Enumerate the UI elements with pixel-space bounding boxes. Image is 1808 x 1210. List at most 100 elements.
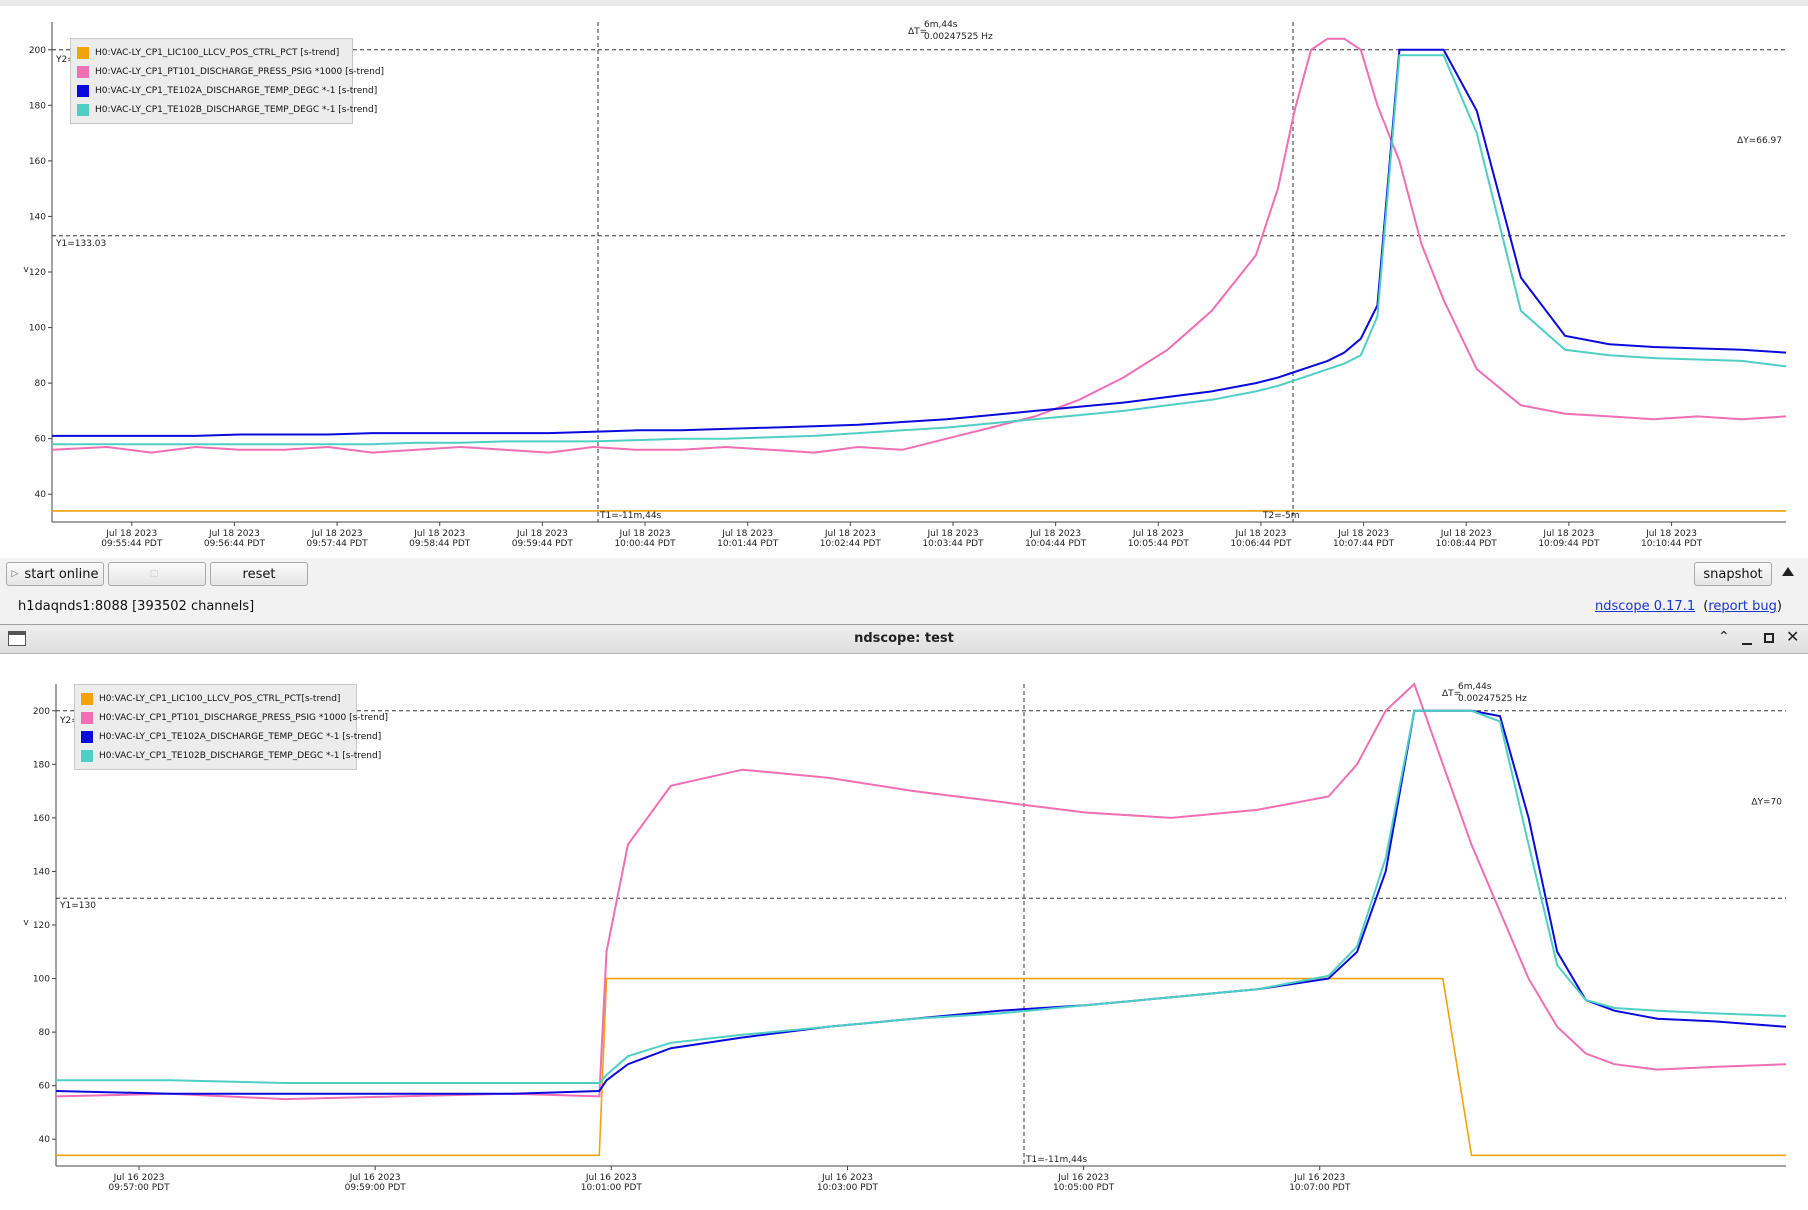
window-titlebar[interactable]: ndscope: test ⌃ ✕ — [0, 624, 1808, 654]
maximize-icon[interactable] — [1764, 633, 1774, 643]
chart-1-dy-label: ΔY=66.97 — [1737, 136, 1782, 146]
legend-swatch — [81, 749, 93, 762]
chart-2-ylabel: v — [23, 918, 29, 928]
chart-2-xtick-date: Jul 16 2023 — [113, 1173, 165, 1183]
chart-1-xtick-date: Jul 18 2023 — [516, 529, 568, 539]
legend-swatch — [81, 730, 93, 743]
chart-1-xtick-time: 09:55:44 PDT — [101, 539, 163, 549]
control-panel: ▷ start online □ reset snapshot h1daqnds… — [0, 558, 1808, 624]
legend-label: H0:VAC-LY_CP1_LIC100_LLCV_POS_CTRL_PCT[s… — [99, 693, 341, 704]
chart-1-xtick-date: Jul 18 2023 — [311, 529, 363, 539]
chart-1-xtick-date: Jul 18 2023 — [927, 529, 979, 539]
chart-1-dt-label: ΔT= — [908, 27, 927, 37]
reset-button[interactable]: reset — [210, 562, 308, 586]
legend-entry[interactable]: H0:VAC-LY_CP1_TE102B_DISCHARGE_TEMP_DEGC… — [77, 100, 377, 119]
chart-1-series-3-line — [52, 48, 1787, 437]
chart-2-xtick-time: 10:03:00 PDT — [817, 1183, 879, 1193]
legend-entry[interactable]: H0:VAC-LY_CP1_TE102A_DISCHARGE_TEMP_DEGC… — [77, 81, 377, 100]
chart-1-xtick-time: 10:07:44 PDT — [1333, 539, 1395, 549]
legend-entry[interactable]: H0:VAC-LY_CP1_TE102A_DISCHARGE_TEMP_DEGC… — [81, 727, 381, 746]
legend-label: H0:VAC-LY_CP1_TE102A_DISCHARGE_TEMP_DEGC… — [95, 85, 378, 96]
play-icon: ▷ — [11, 569, 19, 579]
chart-1-dt-value: 6m,44s — [924, 20, 958, 30]
chart-1-xtick-date: Jul 18 2023 — [1542, 529, 1594, 539]
close-icon[interactable]: ✕ — [1786, 627, 1800, 646]
chart-1-series-4-line — [52, 54, 1787, 446]
disabled-button: □ — [108, 562, 206, 586]
chart-1-xtick-date: Jul 18 2023 — [413, 529, 465, 539]
chart-1-xtick-time: 10:10:44 PDT — [1641, 539, 1703, 549]
chart-1-xtick-time: 09:59:44 PDT — [512, 539, 574, 549]
start-online-label: start online — [24, 566, 99, 582]
chart-1-xtick-date: Jul 18 2023 — [105, 529, 157, 539]
legend-entry[interactable]: H0:VAC-LY_CP1_TE102B_DISCHARGE_TEMP_DEGC… — [81, 746, 381, 765]
chart-1-xtick-time: 09:57:44 PDT — [306, 539, 368, 549]
plot-1[interactable]: 40 60 80 100 120 140 160 180 200 v Jul 18 2023 09:5… — [0, 6, 1808, 558]
snapshot-button[interactable]: snapshot — [1694, 562, 1772, 586]
report-bug-link[interactable]: report bug — [1708, 599, 1777, 614]
legend-entry[interactable]: H0:VAC-LY_CP1_LIC100_LLCV_POS_CTRL_PCT[s… — [81, 689, 350, 708]
legend-entry[interactable]: H0:VAC-LY_CP1_LIC100_LLCV_POS_CTRL_PCT [… — [77, 43, 346, 62]
chart-2-ytick-label: 120 — [33, 921, 50, 931]
legend-swatch — [81, 711, 93, 724]
start-online-button[interactable]: ▷ start online — [6, 562, 104, 586]
legend-entry[interactable]: H0:VAC-LY_CP1_PT101_DISCHARGE_PRESS_PSIG… — [77, 62, 384, 81]
chart-2-y1-label: Y1=130 — [59, 901, 96, 911]
legend-swatch — [77, 84, 89, 97]
plot-2[interactable]: 40 60 80 100 120 140 160 180 200 v Jul 16 2023 09:5… — [0, 654, 1808, 1206]
chart-2-xtick-time: 10:05:00 PDT — [1053, 1183, 1115, 1193]
chart-1-xtick-time: 10:08:44 PDT — [1436, 539, 1498, 549]
chart-2-xtick-date: Jul 16 2023 — [349, 1173, 401, 1183]
chart-1-xtick-date: Jul 18 2023 — [1645, 529, 1697, 539]
chart-1-ytick-label: 160 — [29, 157, 46, 167]
chart-1-ytick-label: 120 — [29, 268, 46, 278]
status-bar: h1daqnds1:8088 [393502 channels] ndscope… — [0, 596, 1808, 620]
snapshot-label: snapshot — [1703, 566, 1763, 582]
chart-1-xtick-time: 10:03:44 PDT — [922, 539, 984, 549]
chart-1-dt-hz: 0.00247525 Hz — [924, 32, 993, 42]
chart-1-xtick-time: 10:00:44 PDT — [614, 539, 676, 549]
chart-1-xtick-date: Jul 18 2023 — [1132, 529, 1184, 539]
legend-swatch — [77, 65, 89, 78]
chart-1-ylabel: v — [23, 265, 29, 275]
chart-2-dt-value: 6m,44s — [1458, 682, 1492, 692]
chart-1-y1-label: Y1=133.03 — [55, 239, 106, 249]
chart-2-ytick-label: 60 — [39, 1082, 51, 1092]
chart-2-t1-label: T1=-11m,44s — [1025, 1155, 1088, 1165]
chart-2-xtick-date: Jul 16 2023 — [1293, 1173, 1345, 1183]
plot-2-legend[interactable]: H0:VAC-LY_CP1_LIC100_LLCV_POS_CTRL_PCT[s… — [74, 684, 388, 770]
legend-label: H0:VAC-LY_CP1_TE102B_DISCHARGE_TEMP_DEGC… — [99, 750, 382, 761]
version-link[interactable]: ndscope 0.17.1 — [1595, 599, 1696, 614]
minimize-icon[interactable] — [1742, 643, 1752, 645]
chart-2-ytick-label: 180 — [33, 760, 50, 770]
chart-2-dt-hz: 0.00247525 Hz — [1458, 694, 1527, 704]
legend-label: H0:VAC-LY_CP1_TE102A_DISCHARGE_TEMP_DEGC… — [99, 731, 382, 742]
chart-2-xtick-date: Jul 16 2023 — [585, 1173, 637, 1183]
window-title: ndscope: test — [854, 631, 954, 646]
chart-2-series-2-line — [55, 682, 1787, 1101]
chart-1-ytick-label: 80 — [35, 379, 47, 389]
chart-1-xtick-time: 10:02:44 PDT — [820, 539, 882, 549]
chart-1-xtick-time: 10:05:44 PDT — [1128, 539, 1190, 549]
chart-2-series-4-line — [56, 709, 1787, 1084]
chart-1-xtick-time: 09:56:44 PDT — [204, 539, 266, 549]
top-strip — [0, 0, 1808, 6]
chart-2-xtick-time: 10:01:00 PDT — [581, 1183, 643, 1193]
plot-1-legend[interactable]: H0:VAC-LY_CP1_LIC100_LLCV_POS_CTRL_PCT [… — [70, 38, 384, 124]
chart-1-xtick-date: Jul 18 2023 — [1440, 529, 1492, 539]
legend-swatch — [77, 46, 89, 59]
chart-1-ytick-label: 140 — [29, 212, 46, 222]
chart-1-xtick-time: 09:58:44 PDT — [409, 539, 471, 549]
chart-1-xtick-time: 10:01:44 PDT — [717, 539, 779, 549]
chevron-up-icon[interactable]: ⌃ — [1718, 629, 1730, 645]
disabled-button-icon: □ — [149, 569, 159, 579]
paren-open: ( — [1703, 599, 1709, 614]
chart-1-xtick-date: Jul 18 2023 — [1337, 529, 1389, 539]
chart-2-ytick-label: 140 — [33, 867, 50, 877]
window-menu-icon[interactable] — [8, 631, 26, 646]
triangle-up-icon[interactable] — [1782, 567, 1794, 576]
chart-1-ytick-label: 180 — [29, 101, 46, 111]
legend-entry[interactable]: H0:VAC-LY_CP1_PT101_DISCHARGE_PRESS_PSIG… — [81, 708, 388, 727]
